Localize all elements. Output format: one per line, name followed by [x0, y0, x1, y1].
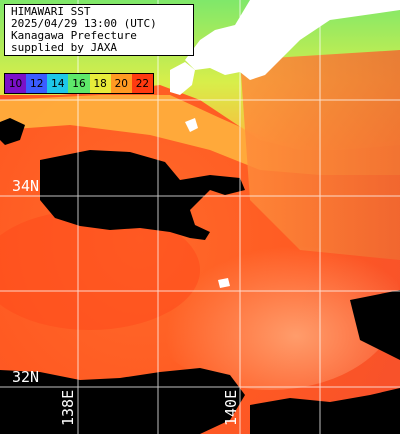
land-peninsula: [170, 62, 195, 95]
small-island: [218, 278, 230, 288]
legend-swatch-20: 20: [110, 74, 132, 93]
lon-label-138e: 138E: [59, 390, 77, 426]
map-credit: supplied by JAXA: [11, 41, 117, 54]
lon-label-140e: 140E: [222, 390, 240, 426]
legend-swatch-10: 10: [5, 74, 27, 93]
cloud-patch-west: [0, 118, 25, 145]
western-warm-core: [0, 210, 200, 330]
map-datetime: 2025/04/29 13:00 (UTC): [11, 17, 157, 30]
info-box: HIMAWARI SST 2025/04/29 13:00 (UTC) Kana…: [4, 4, 194, 56]
legend-swatch-16: 16: [68, 74, 90, 93]
map-title: HIMAWARI SST: [11, 5, 91, 18]
lat-label-34n: 34N: [12, 177, 39, 195]
kuroshio-pale-tongue: [140, 210, 400, 390]
cloud-patch-east: [350, 290, 400, 360]
legend-swatch-18: 18: [89, 74, 111, 93]
cloud-patch-south: [0, 368, 245, 434]
lat-label-32n: 32N: [12, 368, 39, 386]
cloud-patch-central: [40, 150, 245, 240]
land-mass: [185, 0, 400, 80]
map-region: Kanagawa Prefecture: [11, 29, 137, 42]
legend-swatch-12: 12: [26, 74, 48, 93]
izu-island: [185, 118, 198, 132]
legend-swatch-22: 22: [131, 74, 153, 93]
temperature-legend: 10 12 14 16 18 20 22: [4, 73, 154, 94]
legend-swatch-14: 14: [47, 74, 69, 93]
cloud-patch-southeast: [250, 388, 400, 434]
